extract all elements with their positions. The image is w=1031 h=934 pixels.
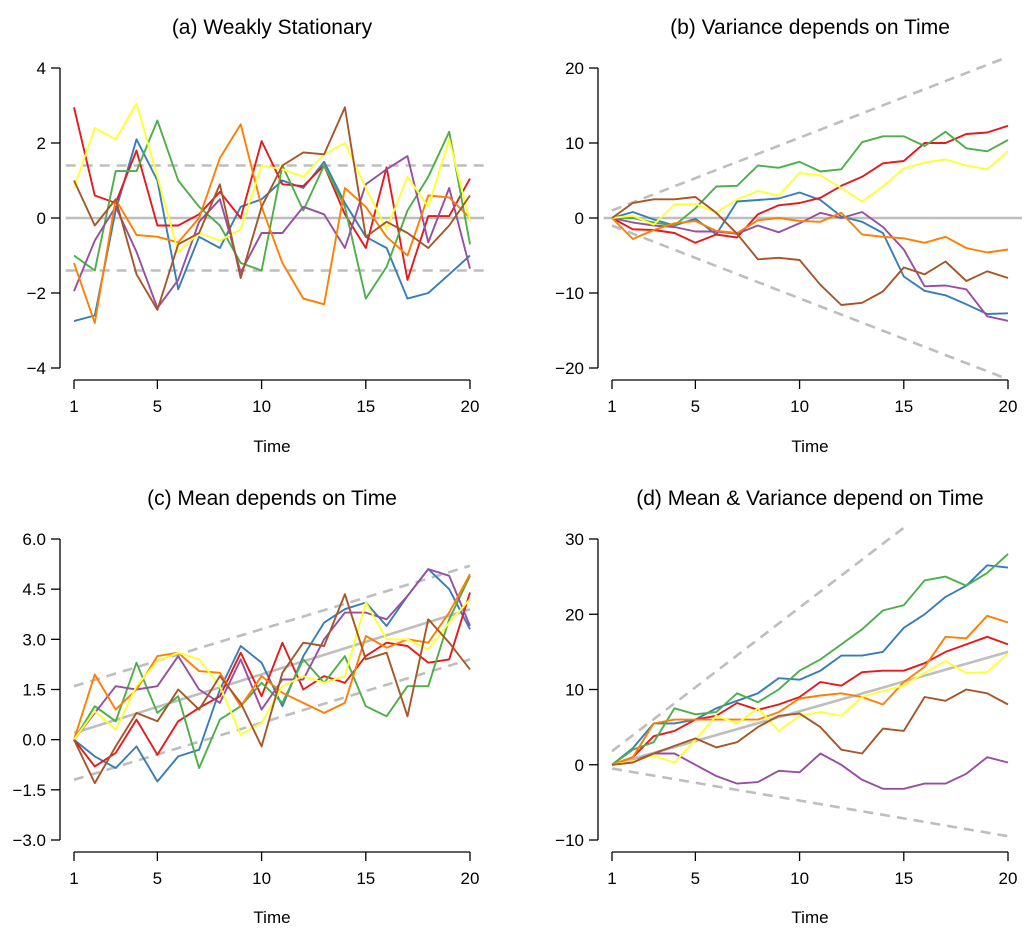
plot-area xyxy=(65,102,484,324)
x-tick-label: 15 xyxy=(894,869,913,888)
y-tick-label: 1.5 xyxy=(22,681,46,700)
x-tick-label: 1 xyxy=(69,397,78,416)
x-tick-label: 1 xyxy=(607,397,616,416)
panel-b: (b) Variance depends on Time Time 1 5 10 15… xyxy=(555,16,1022,456)
series-line-purple xyxy=(73,568,471,741)
x-tick-label: 20 xyxy=(999,869,1018,888)
series-line-red xyxy=(611,124,1009,244)
y-tick-label: 0 xyxy=(37,209,46,228)
dashed-reference-line xyxy=(611,767,1009,838)
x-tick-label: 20 xyxy=(461,397,480,416)
series-line-red xyxy=(611,635,1009,766)
x-tick-label: 5 xyxy=(153,397,162,416)
x-tick-label: 10 xyxy=(252,869,271,888)
y-tick-label: 6.0 xyxy=(22,530,46,549)
dashed-reference-line xyxy=(73,564,471,688)
series-line-yellow xyxy=(73,598,471,741)
series-line-brown xyxy=(611,196,1009,306)
x-tick-label: 15 xyxy=(356,869,375,888)
y-tick-label: 20 xyxy=(565,605,584,624)
series-line-blue xyxy=(73,568,471,783)
plot-area xyxy=(603,55,1022,381)
series-line-red xyxy=(73,592,471,768)
x-tick-label: 1 xyxy=(607,869,616,888)
series-line-purple xyxy=(73,155,471,309)
series-line-brown xyxy=(73,593,471,785)
y-tick-label: 2 xyxy=(37,134,46,153)
y-tick-label: 0 xyxy=(575,756,584,775)
y-tick-label: 3.0 xyxy=(22,630,46,649)
series-line-orange xyxy=(611,614,1009,766)
x-tick-label: 20 xyxy=(461,869,480,888)
y-tick-label: −10 xyxy=(555,284,584,303)
y-tick-label: 0.0 xyxy=(22,731,46,750)
plot-area xyxy=(611,526,1009,838)
series-line-yellow xyxy=(73,102,471,253)
series-line-orange xyxy=(73,123,471,324)
series-line-brown xyxy=(611,688,1009,766)
series-line-green xyxy=(73,575,471,770)
dashed-reference-line xyxy=(73,658,471,782)
panel-c: (c) Mean depends on Time Time 1 5 10 15 20−3… xyxy=(12,487,479,927)
panel-title: (a) Weakly Stationary xyxy=(172,16,373,39)
panel-title: (b) Variance depends on Time xyxy=(670,16,950,39)
x-tick-label: 5 xyxy=(153,869,162,888)
series-line-blue xyxy=(611,564,1009,766)
y-tick-label: −4 xyxy=(27,359,46,378)
series-line-green xyxy=(612,130,1009,227)
series-line-purple xyxy=(611,752,1009,790)
series-line-red xyxy=(73,107,471,281)
y-tick-label: −10 xyxy=(555,831,584,850)
dashed-reference-line xyxy=(611,55,1009,212)
y-tick-label: 10 xyxy=(565,134,584,153)
x-tick-label: 10 xyxy=(252,397,271,416)
dashed-reference-line xyxy=(611,526,905,753)
y-tick-label: 4 xyxy=(37,59,46,78)
x-axis-label: Time xyxy=(791,908,828,927)
y-tick-label: −20 xyxy=(555,359,584,378)
x-tick-label: 1 xyxy=(69,869,78,888)
plot-area xyxy=(73,564,471,785)
panel-d: (d) Mean & Variance depend on Time Time … xyxy=(555,487,1017,927)
x-tick-label: 20 xyxy=(999,397,1018,416)
panel-a: (a) Weakly Stationary Time 1 5 10 15 20−4−20… xyxy=(27,16,484,456)
x-tick-label: 10 xyxy=(790,397,809,416)
x-tick-label: 5 xyxy=(691,869,700,888)
dashed-reference-line xyxy=(611,224,1009,381)
x-axis-label: Time xyxy=(253,908,290,927)
y-tick-label: −3.0 xyxy=(12,831,46,850)
x-tick-label: 15 xyxy=(894,397,913,416)
x-tick-label: 5 xyxy=(691,397,700,416)
series-line-yellow xyxy=(611,652,1009,766)
y-tick-label: 10 xyxy=(565,681,584,700)
y-tick-label: 20 xyxy=(565,59,584,78)
series-line-green xyxy=(611,553,1009,766)
series-line-orange xyxy=(73,573,471,740)
x-tick-label: 15 xyxy=(356,397,375,416)
series-line-yellow xyxy=(611,150,1009,226)
x-axis-label: Time xyxy=(253,437,290,456)
series-line-green xyxy=(73,119,471,300)
panel-title: (d) Mean & Variance depend on Time xyxy=(636,487,983,510)
series-line-blue xyxy=(73,138,471,323)
series-line-purple xyxy=(611,211,1009,322)
y-tick-label: 0 xyxy=(575,209,584,228)
y-tick-label: 4.5 xyxy=(22,580,46,599)
series-line-brown xyxy=(73,106,471,311)
x-tick-label: 10 xyxy=(790,869,809,888)
series-line-blue xyxy=(611,191,1009,315)
y-tick-label: −1.5 xyxy=(12,781,46,800)
reference-line xyxy=(611,650,1009,767)
y-tick-label: 30 xyxy=(565,530,584,549)
series-line-orange xyxy=(611,211,1009,254)
panel-title: (c) Mean depends on Time xyxy=(147,487,397,510)
x-axis-label: Time xyxy=(791,437,828,456)
y-tick-label: −2 xyxy=(27,284,46,303)
